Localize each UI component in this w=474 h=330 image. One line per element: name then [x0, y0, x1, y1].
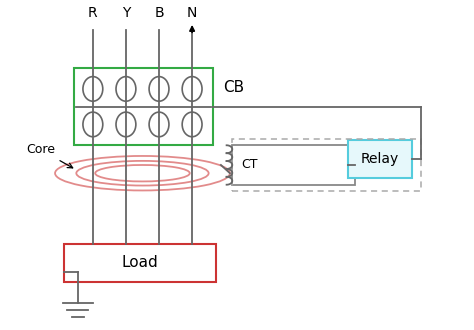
Text: N: N: [187, 6, 197, 20]
Text: B: B: [154, 6, 164, 20]
Bar: [64, 244, 216, 282]
Ellipse shape: [83, 77, 103, 101]
Text: CB: CB: [223, 80, 244, 95]
Bar: [232, 139, 421, 191]
Text: Relay: Relay: [361, 152, 399, 166]
Ellipse shape: [149, 77, 169, 101]
Ellipse shape: [116, 77, 136, 101]
Ellipse shape: [182, 112, 202, 137]
Text: R: R: [88, 6, 98, 20]
Text: Load: Load: [122, 255, 158, 270]
Text: CT: CT: [242, 158, 258, 172]
Text: Core: Core: [27, 144, 73, 168]
Ellipse shape: [149, 112, 169, 137]
Bar: [232, 145, 355, 185]
Text: Y: Y: [122, 6, 130, 20]
Ellipse shape: [116, 112, 136, 137]
Ellipse shape: [83, 112, 103, 137]
Bar: [348, 140, 412, 178]
Ellipse shape: [182, 77, 202, 101]
Bar: [74, 68, 213, 145]
